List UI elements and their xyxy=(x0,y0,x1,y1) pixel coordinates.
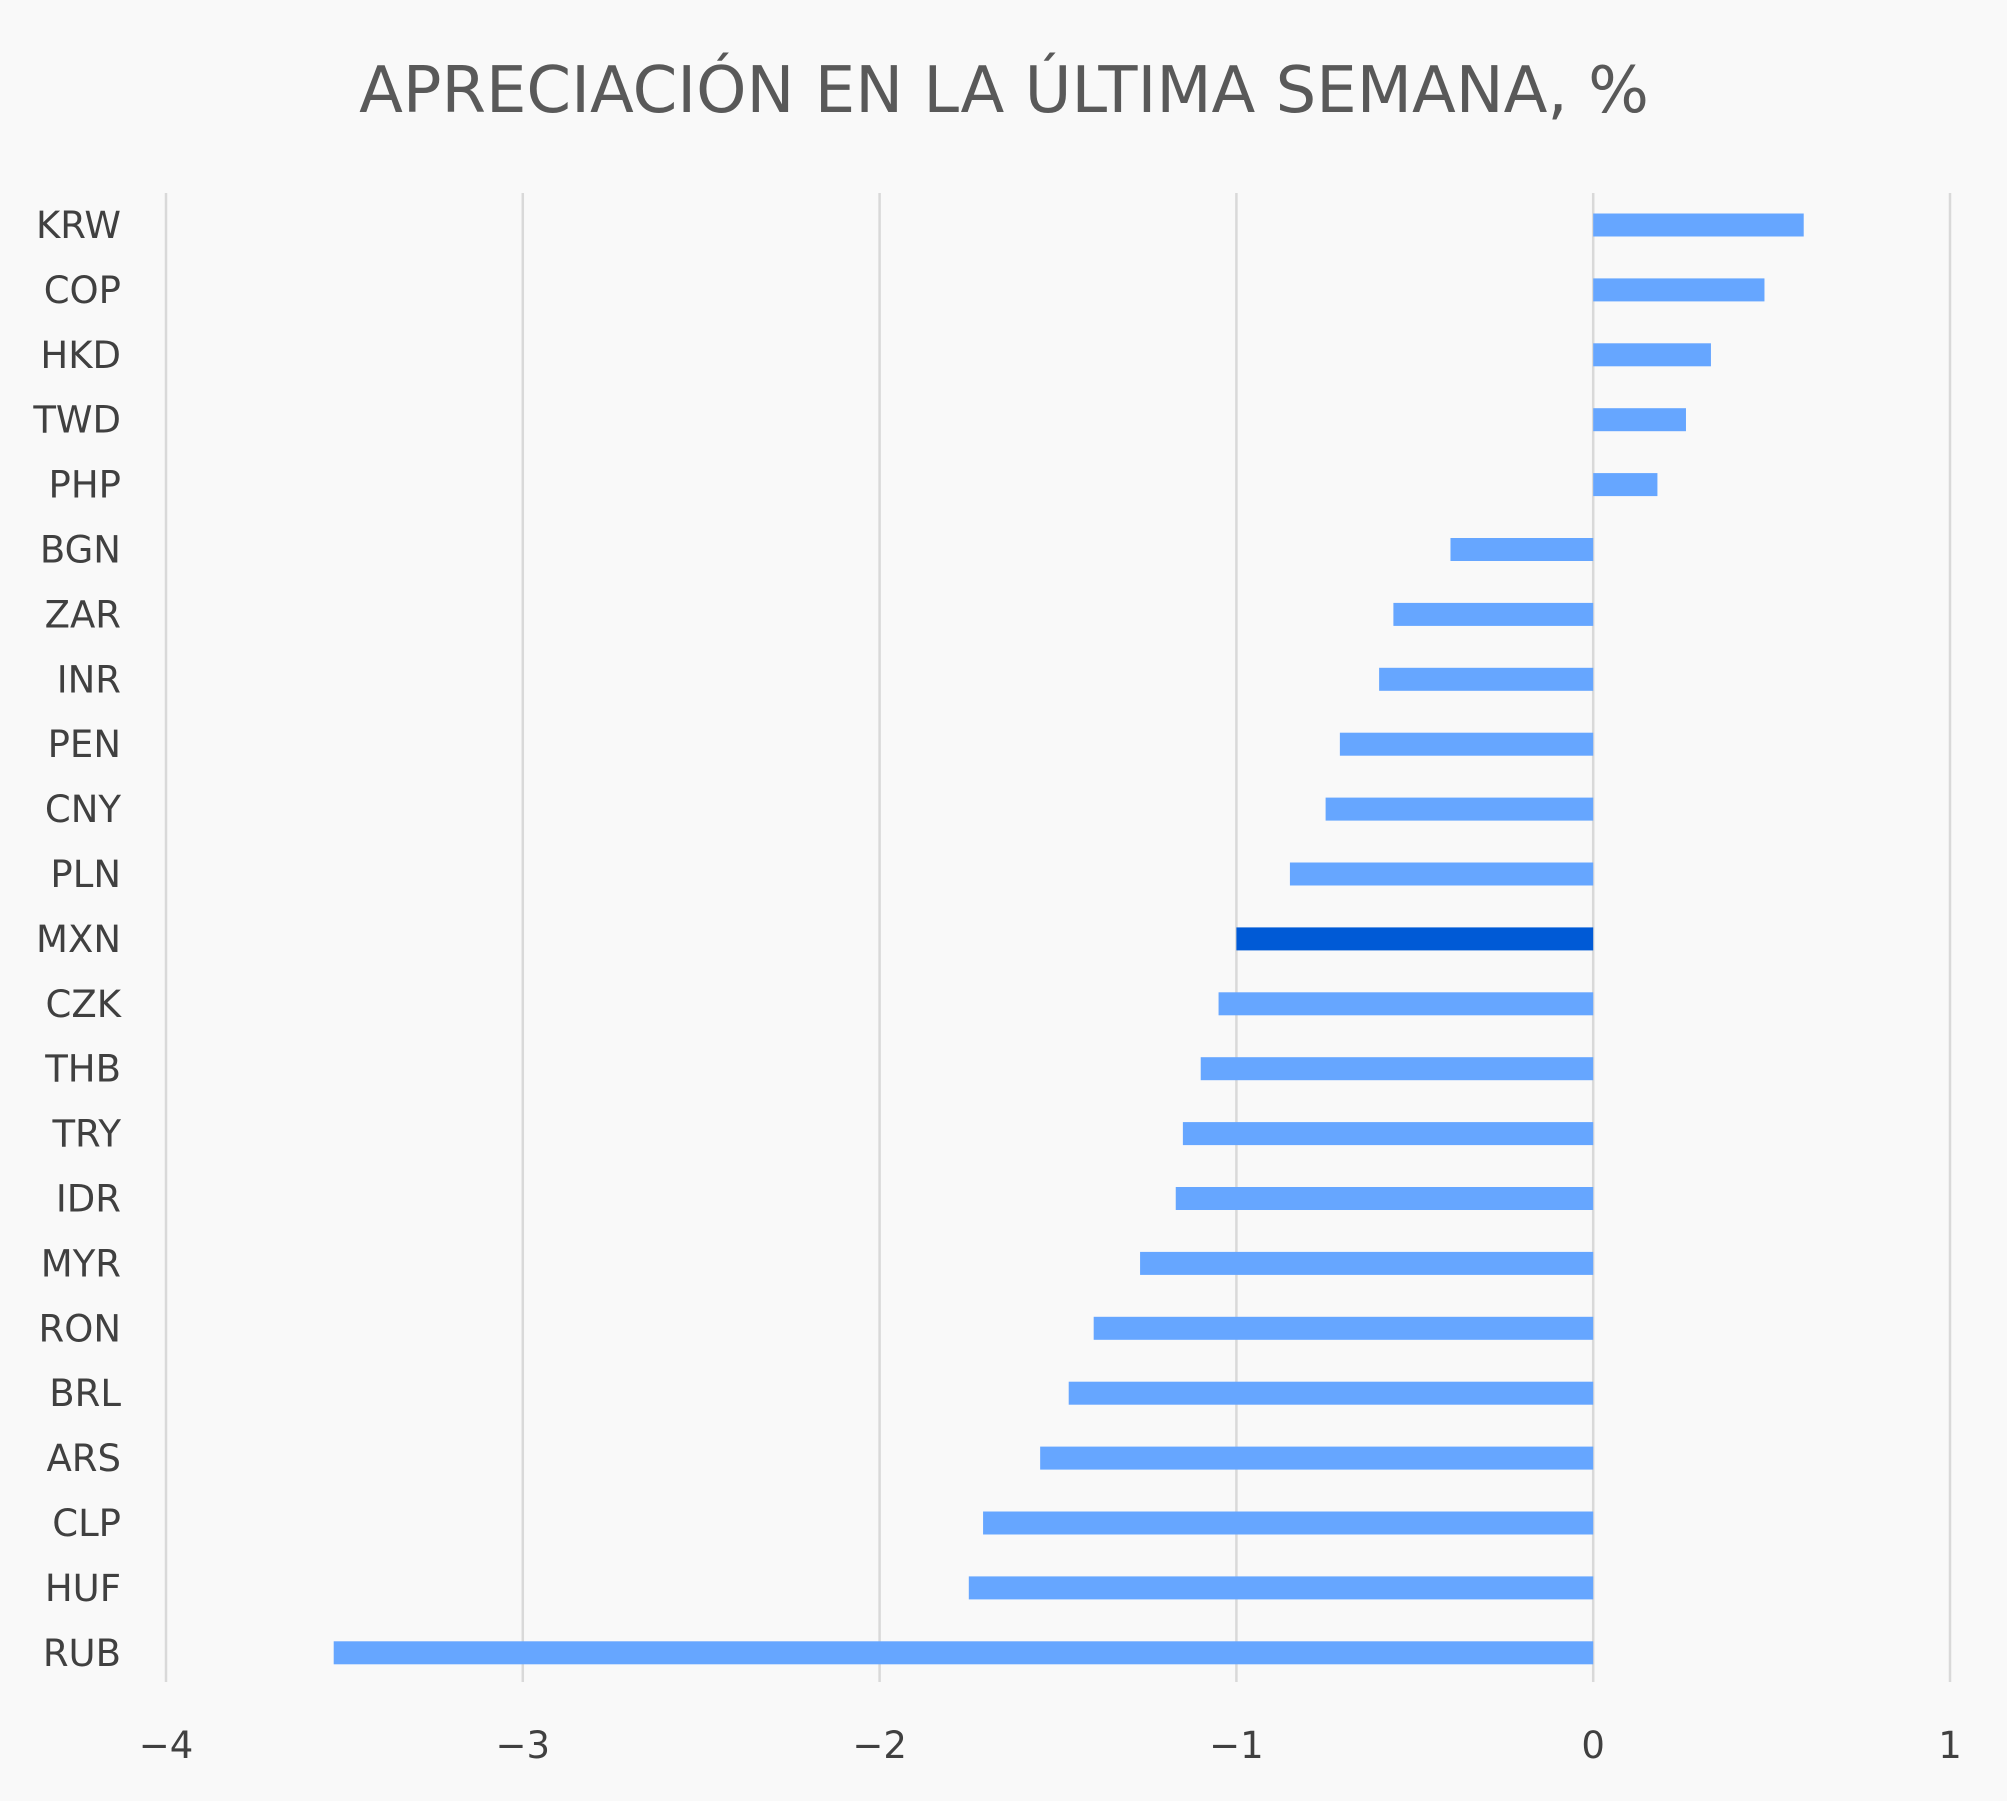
bar-thb xyxy=(1200,1057,1594,1081)
bar-cny xyxy=(1325,797,1594,821)
category-label: TRY xyxy=(51,1113,121,1156)
category-label: RUB xyxy=(43,1632,121,1675)
bar-pen xyxy=(1339,732,1594,756)
x-tick-label: 1 xyxy=(1938,1724,1962,1767)
x-tick-label: 0 xyxy=(1581,1724,1605,1767)
category-label: TWD xyxy=(32,399,121,442)
category-label: BGN xyxy=(40,529,121,572)
bar-ars xyxy=(1040,1446,1594,1470)
category-label: CNY xyxy=(45,788,122,831)
category-label: PEN xyxy=(48,723,121,766)
category-label: CLP xyxy=(52,1502,121,1545)
bar-brl xyxy=(1068,1381,1594,1405)
category-label: MYR xyxy=(41,1242,121,1285)
bar-czk xyxy=(1218,992,1594,1016)
category-label: IDR xyxy=(56,1178,121,1221)
bar-php xyxy=(1593,473,1658,497)
bar-mxn xyxy=(1236,927,1594,951)
bar-bgn xyxy=(1450,538,1594,561)
bar-pln xyxy=(1289,862,1594,886)
category-label: HUF xyxy=(45,1567,121,1610)
category-label: PLN xyxy=(50,853,121,896)
category-label: THB xyxy=(44,1048,121,1091)
x-tick-label: −1 xyxy=(1209,1724,1264,1767)
category-label: BRL xyxy=(49,1372,121,1415)
bar-ron xyxy=(1093,1316,1594,1340)
category-label: HKD xyxy=(40,334,121,377)
category-label: KRW xyxy=(36,204,121,247)
bar-hkd xyxy=(1593,343,1711,367)
bar-twd xyxy=(1593,408,1686,432)
bar-krw xyxy=(1593,213,1804,237)
bar-inr xyxy=(1379,667,1594,691)
bars xyxy=(333,213,1804,1665)
category-label: MXN xyxy=(36,918,121,961)
x-tick-label: −4 xyxy=(139,1724,194,1767)
category-label: PHP xyxy=(49,464,121,507)
bar-clp xyxy=(983,1511,1594,1535)
bar-try xyxy=(1182,1122,1594,1146)
bar-cop xyxy=(1593,278,1765,302)
x-tick-label: −3 xyxy=(496,1724,551,1767)
bar-huf xyxy=(968,1576,1594,1600)
category-label: INR xyxy=(57,658,121,701)
category-label: COP xyxy=(44,269,121,312)
category-label: RON xyxy=(38,1307,121,1350)
category-label: ARS xyxy=(46,1437,121,1480)
bar-myr xyxy=(1140,1251,1594,1275)
category-label: CZK xyxy=(46,983,123,1026)
bar-rub xyxy=(333,1641,1594,1665)
category-label: ZAR xyxy=(45,593,121,636)
chart-title: APRECIACIÓN EN LA ÚLTIMA SEMANA, % xyxy=(359,52,1649,128)
bar-idr xyxy=(1175,1187,1594,1210)
category-labels: KRW COP HKD TWD PHP BGN ZAR INR PEN CNY PLN MXN CZK T… xyxy=(32,204,122,1675)
x-tick-labels: −4 −3 −2 −1 0 1 xyxy=(139,1724,1962,1767)
bar-zar xyxy=(1393,602,1594,626)
x-tick-label: −2 xyxy=(852,1724,907,1767)
